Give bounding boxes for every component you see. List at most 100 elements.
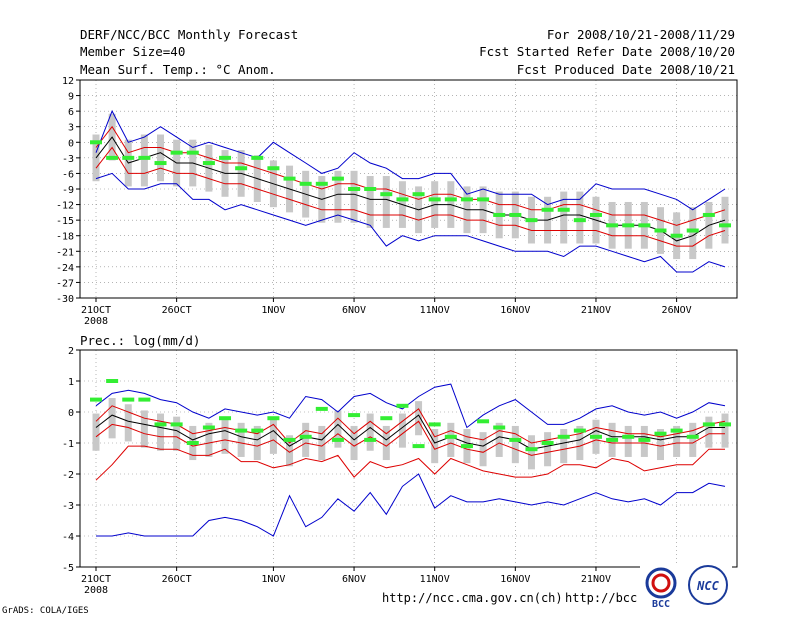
member-dash [380, 192, 393, 197]
member-dash [444, 434, 457, 439]
x-tick-label: 16NOV [500, 305, 530, 316]
member-dash [573, 428, 586, 433]
member-dash [541, 441, 554, 445]
spread-box [656, 429, 664, 461]
member-dash [477, 197, 490, 202]
spread-box [544, 432, 552, 467]
y-tick-label: -3 [62, 154, 74, 165]
member-dash [509, 212, 522, 217]
spread-box [527, 435, 535, 470]
member-dash [364, 187, 377, 191]
member-dash [219, 155, 232, 160]
member-dash [525, 218, 538, 223]
y-tick-label: 3 [68, 123, 74, 134]
start-date: Fcst Started Refer Date 2008/10/20 [479, 44, 735, 59]
spread-box [576, 191, 584, 244]
spread-box [624, 425, 632, 457]
envelope-max-line [95, 109, 726, 211]
spread-box [495, 422, 503, 457]
member-dash [654, 431, 667, 436]
member-dash [122, 397, 135, 402]
member-dash [702, 422, 715, 427]
ncc-url[interactable]: http://ncc.cma.gov.cn(ch) [382, 591, 563, 605]
y-tick-label: -12 [56, 201, 74, 212]
member-dash [509, 437, 522, 442]
member-dash [638, 223, 651, 228]
spread-box [92, 413, 100, 451]
x-tick-label: 26OCT [162, 305, 192, 316]
member-dash [606, 437, 619, 442]
spread-box [173, 416, 181, 451]
x-tick-label: 6NOV [342, 574, 366, 585]
member-dash [557, 434, 570, 439]
member-dash [219, 416, 232, 421]
member-dash [348, 187, 361, 191]
envelope-max-line [95, 383, 726, 429]
x-tick-label: 1NOV [261, 574, 285, 585]
variable-label: Mean Surf. Temp.: °C Anom. [80, 62, 276, 77]
y-tick-label: -3 [62, 501, 74, 512]
y-tick-label: -4 [62, 532, 74, 543]
member-dash [460, 444, 473, 449]
y-tick-label: -1 [62, 439, 74, 450]
envelope-min-line [96, 473, 726, 537]
spread-box [366, 413, 374, 451]
spread-box [689, 422, 697, 457]
spread-box [124, 404, 132, 442]
chart-0: 12 9 6 3 0 -3 -6 -9 -12 -15 -18 -21 -24 -27 -30 21OCT 26… [56, 76, 738, 327]
member-dash [299, 434, 312, 439]
ensemble-mean-line [95, 414, 725, 450]
y-tick-label: -21 [56, 247, 74, 258]
spread-box [140, 410, 148, 448]
member-dash [251, 428, 264, 433]
y-tick-label: 12 [62, 76, 74, 87]
spread-box [689, 207, 697, 260]
plot-frame [79, 349, 738, 568]
x-tick-label: 1NOV [261, 305, 285, 316]
member-dash [686, 434, 699, 439]
member-dash [460, 197, 473, 202]
member-dash [267, 166, 280, 171]
chart-title: DERF/NCC/BCC Monthly Forecast [80, 27, 299, 42]
member-dash [283, 437, 296, 442]
spread-box [140, 134, 148, 187]
member-dash [638, 437, 651, 442]
x-tick-label: 11NOV [420, 305, 450, 316]
x-tick-label: 21OCT [81, 574, 111, 585]
spread-lower-line [95, 420, 725, 456]
spread-box [350, 425, 358, 461]
ensemble-mean-line [95, 136, 726, 242]
member-dash [396, 197, 409, 202]
member-dash [202, 161, 215, 166]
y-tick-label: -6 [62, 169, 74, 180]
logos: BCC NCC [640, 563, 732, 613]
spread-lower-line [95, 146, 726, 247]
member-dash [412, 192, 425, 197]
member-dash [493, 425, 506, 430]
member-dash [622, 223, 635, 228]
year-label: 2008 [84, 585, 108, 596]
member-dash [315, 406, 328, 411]
spread-box [382, 176, 390, 228]
member-dash [444, 197, 457, 202]
member-dash [283, 176, 296, 181]
spread-lowest-line [95, 445, 725, 481]
member-dash [686, 228, 699, 233]
x-tick-label: 21NOV [581, 305, 611, 316]
member-size: Member Size=40 [80, 44, 186, 59]
member-dash [589, 212, 602, 217]
member-dash [606, 223, 619, 228]
y-tick-label: -27 [56, 278, 74, 289]
spread-box [673, 425, 681, 457]
member-dash [525, 447, 538, 452]
bcc-url[interactable]: http://bcc.c [565, 591, 652, 605]
member-dash [364, 437, 377, 442]
spread-box [350, 170, 358, 223]
member-dash [154, 422, 167, 427]
member-dash [90, 397, 102, 402]
member-dash [138, 155, 151, 160]
y-tick-label: 0 [68, 408, 74, 419]
member-dash [235, 428, 248, 433]
member-dash [138, 397, 151, 402]
